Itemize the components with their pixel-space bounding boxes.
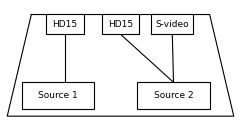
FancyBboxPatch shape	[151, 14, 193, 34]
Text: HD15: HD15	[53, 20, 78, 29]
Text: Source 1: Source 1	[38, 91, 78, 100]
FancyBboxPatch shape	[46, 14, 84, 34]
FancyBboxPatch shape	[22, 82, 94, 109]
FancyBboxPatch shape	[137, 82, 210, 109]
Text: Source 2: Source 2	[154, 91, 193, 100]
Text: HD15: HD15	[108, 20, 133, 29]
Text: S-video: S-video	[155, 20, 189, 29]
FancyBboxPatch shape	[102, 14, 139, 34]
